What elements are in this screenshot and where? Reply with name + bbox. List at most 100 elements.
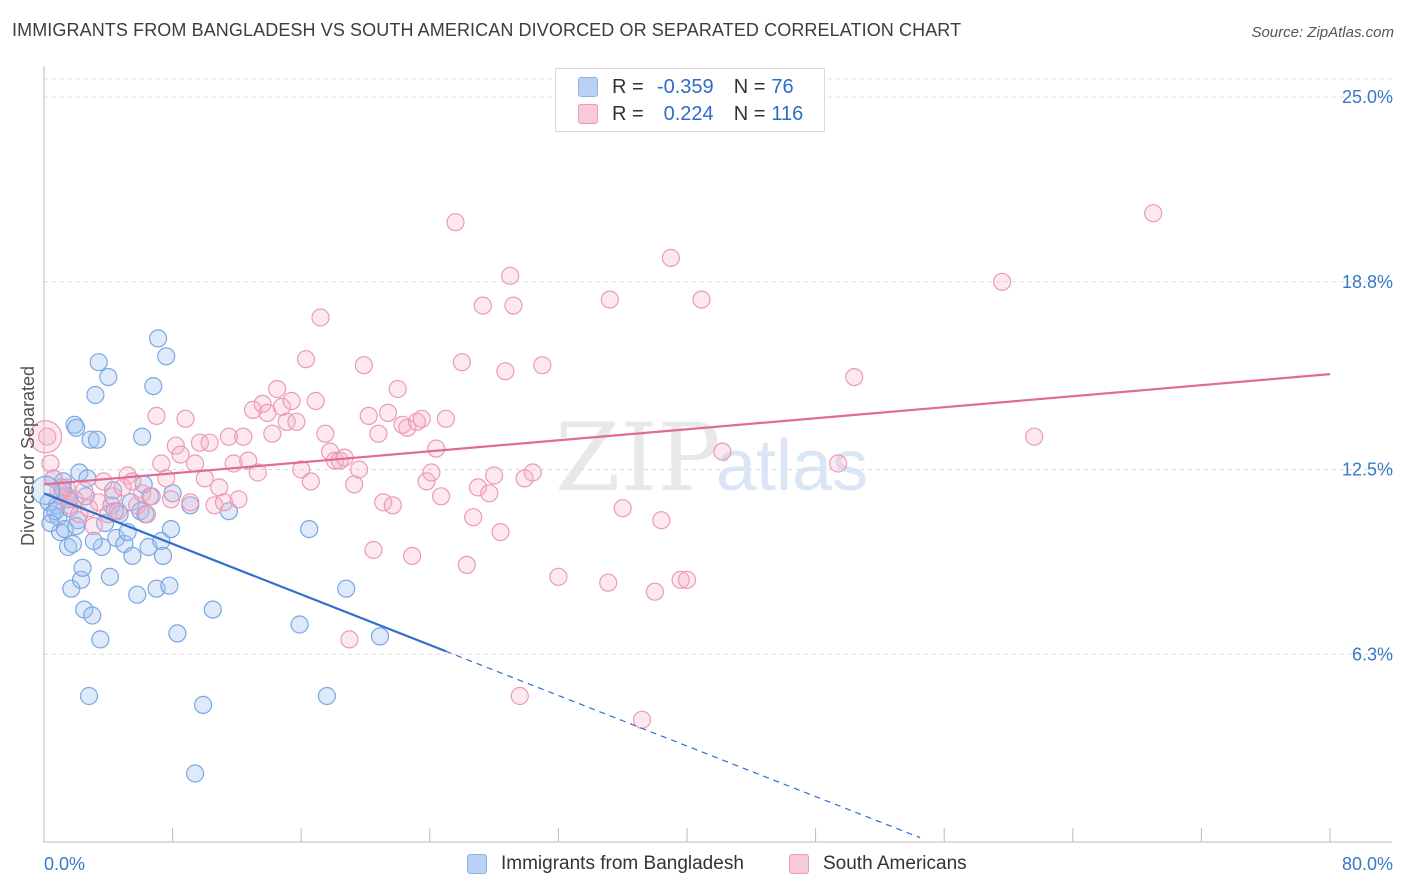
point-bangladesh: [100, 567, 120, 586]
point-south-americans: [496, 362, 515, 381]
point-south-americans: [94, 472, 113, 491]
point-south-americans: [263, 424, 282, 443]
point-south-americans: [468, 478, 488, 497]
point-south-americans: [214, 493, 234, 512]
point-south-americans: [446, 213, 465, 232]
legend-swatch-bangladesh: [467, 854, 487, 874]
point-south-americans: [364, 540, 383, 560]
point-south-americans: [29, 420, 63, 454]
point-bangladesh: [128, 585, 147, 604]
legend-r-label: R =: [612, 75, 644, 98]
point-south-americans: [378, 403, 398, 422]
grid-lines: [44, 78, 1392, 655]
point-south-americans: [166, 436, 185, 455]
point-south-americans: [354, 356, 373, 375]
point-south-americans: [388, 379, 407, 399]
point-south-americans: [485, 466, 504, 485]
point-south-americans: [393, 415, 412, 434]
point-bangladesh: [317, 686, 336, 706]
point-south-americans: [600, 290, 619, 309]
point-south-americans: [417, 472, 436, 491]
point-bangladesh: [81, 430, 100, 449]
point-south-americans: [713, 442, 732, 461]
point-south-americans: [234, 427, 253, 446]
point-south-americans: [219, 427, 238, 446]
point-south-americans: [292, 460, 311, 479]
point-south-americans: [992, 272, 1012, 291]
legend-n-value: 116: [771, 102, 804, 125]
point-south-americans: [301, 472, 320, 491]
point-south-americans: [161, 490, 181, 509]
point-south-americans: [692, 290, 711, 309]
point-south-americans: [845, 368, 864, 387]
legend-r-value: -0.359: [656, 75, 714, 98]
trend-line-bangladesh-extension: [445, 650, 921, 839]
point-south-americans: [412, 409, 431, 428]
trend-lines: [43, 373, 1331, 839]
point-south-americans: [277, 412, 296, 431]
point-south-americans: [533, 356, 552, 375]
point-south-americans: [311, 308, 330, 327]
point-south-americans: [84, 516, 103, 536]
y-tick-label: 25.0%: [1342, 87, 1393, 107]
point-south-americans: [282, 391, 301, 411]
point-bangladesh: [194, 695, 213, 715]
point-bangladesh: [73, 558, 92, 577]
point-bangladesh: [337, 579, 356, 598]
point-bangladesh: [160, 576, 179, 595]
point-south-americans: [407, 412, 426, 431]
y-axis-label: Divorced or Separated: [18, 366, 38, 546]
point-south-americans: [340, 630, 359, 649]
point-south-americans: [1144, 204, 1163, 223]
point-south-americans: [1025, 427, 1044, 446]
legend-label-south-americans: South Americans: [823, 853, 967, 874]
point-south-americans: [200, 433, 219, 452]
point-south-americans: [549, 567, 568, 586]
point-bangladesh: [67, 418, 86, 437]
point-south-americans: [296, 350, 316, 369]
chart-title: IMMIGRANTS FROM BANGLADESH VS SOUTH AMER…: [12, 20, 962, 40]
point-bangladesh: [149, 329, 168, 348]
point-bangladesh: [370, 627, 390, 646]
point-south-americans: [181, 493, 200, 512]
point-south-americans: [677, 570, 697, 589]
point-south-americans: [383, 496, 402, 515]
point-south-americans: [671, 570, 690, 589]
legend-swatch-south-americans: [789, 854, 809, 874]
point-bangladesh: [203, 600, 222, 619]
legend-item-south-americans: South Americans: [789, 852, 967, 876]
source-label: Source: ZipAtlas.com: [1251, 24, 1394, 41]
axes: [43, 66, 1392, 843]
point-south-americans: [239, 451, 258, 470]
legend-n-label: N =: [733, 75, 766, 98]
point-south-americans: [248, 463, 267, 482]
y-tick-label: 12.5%: [1342, 460, 1393, 480]
point-bangladesh: [290, 615, 309, 634]
point-south-americans: [176, 409, 195, 428]
point-south-americans: [142, 487, 161, 506]
point-south-americans: [828, 454, 848, 473]
legend-swatch-south-americans: [578, 104, 598, 124]
point-south-americans: [41, 454, 60, 473]
point-south-americans: [432, 487, 451, 506]
y-tick-label: 6.3%: [1352, 644, 1393, 664]
point-bangladesh: [67, 516, 86, 536]
point-south-americans: [632, 710, 652, 729]
watermark: ZIP atlas: [555, 404, 868, 513]
point-south-americans: [422, 463, 441, 482]
point-bangladesh: [133, 427, 152, 446]
point-south-americans: [452, 353, 471, 372]
legend-n-label: N =: [733, 102, 766, 125]
point-south-americans: [359, 406, 378, 425]
point-bangladesh: [144, 377, 163, 396]
point-south-americans: [137, 505, 156, 524]
point-south-americans: [491, 522, 510, 542]
correlation-legend: R = -0.359 N = 76 R = 0.224 N = 116: [555, 68, 825, 132]
x-tick-label: 0.0%: [44, 854, 85, 874]
point-bangladesh: [63, 534, 83, 554]
point-bangladesh: [41, 513, 60, 533]
point-south-americans: [661, 248, 681, 267]
point-south-americans: [190, 433, 209, 452]
watermark-atlas: atlas: [716, 426, 868, 506]
point-south-americans: [457, 555, 476, 575]
